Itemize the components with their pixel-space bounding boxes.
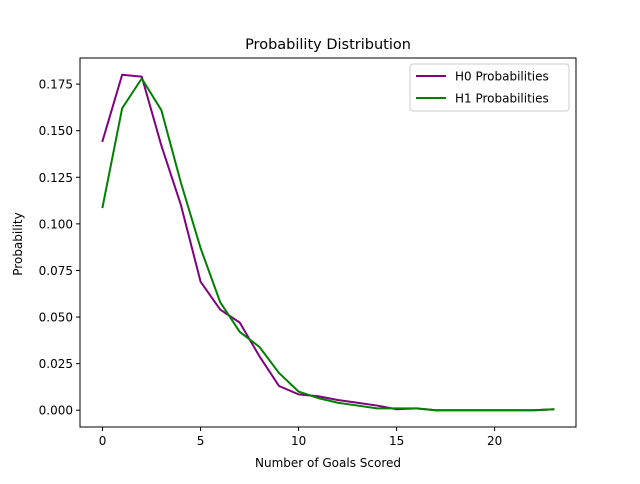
y-tick-label: 0.050 [39,311,73,325]
x-tick-label: 0 [99,434,107,448]
x-tick-label: 5 [197,434,205,448]
legend: H0 Probabilities H1 Probabilities [409,63,570,112]
series-line-1 [101,77,555,412]
x-tick-label: 10 [291,434,306,448]
y-tick-label: 0.125 [39,171,73,185]
y-axis-label: Probability [11,212,25,275]
series-layer [101,73,555,412]
legend-label-h1: H1 Probabilities [455,92,549,106]
series-line-0 [101,73,555,412]
axes-layer: 0 5 10 15 20 0.000 0.025 0.050 0.075 0.100 0.125 0.… [39,57,577,448]
y-tick-label: 0.000 [39,404,73,418]
legend-label-h0: H0 Probabilities [455,70,549,84]
x-tick-label: 15 [389,434,404,448]
plot-frame [79,57,577,428]
y-tick-label: 0.025 [39,357,73,371]
y-tick-label: 0.100 [39,217,73,231]
x-tick-label: 20 [487,434,502,448]
x-axis-label: Number of Goals Scored [255,456,401,470]
y-tick-label: 0.075 [39,264,73,278]
legend-box [409,63,570,112]
y-tick-label: 0.175 [39,78,73,92]
y-tick-label: 0.150 [39,124,73,138]
chart-title: Probability Distribution [245,37,411,53]
